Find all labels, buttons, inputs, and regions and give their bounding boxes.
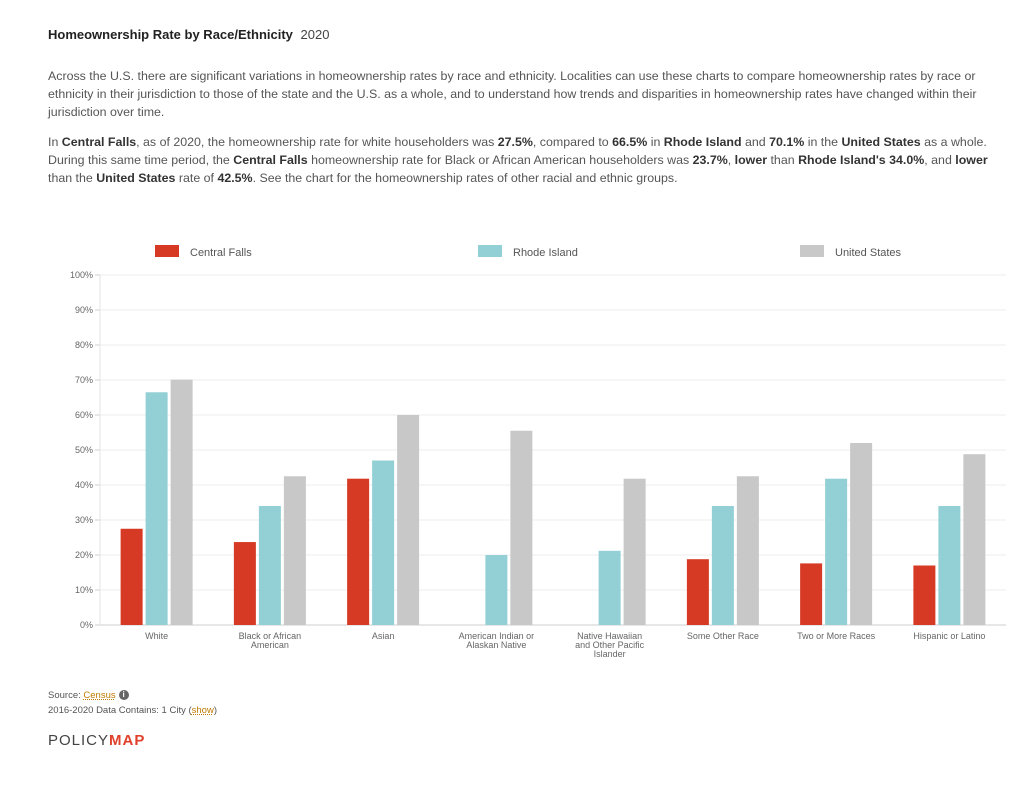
bar bbox=[736, 476, 759, 625]
bar bbox=[170, 379, 193, 625]
x-category-label: Asian bbox=[372, 631, 395, 641]
x-category-label: and Other Pacific bbox=[575, 640, 645, 650]
chart-title-row: Homeownership Rate by Race/Ethnicity 202… bbox=[48, 27, 329, 42]
bar bbox=[258, 506, 281, 625]
bar bbox=[145, 392, 168, 625]
x-category-label: Two or More Races bbox=[797, 631, 876, 641]
legend-label: United States bbox=[835, 247, 902, 259]
y-tick-label: 100% bbox=[70, 270, 93, 280]
y-tick-label: 0% bbox=[80, 620, 93, 630]
legend-label: Central Falls bbox=[190, 247, 252, 259]
bar bbox=[686, 559, 709, 625]
source-line: Source: Census i bbox=[48, 690, 129, 701]
x-category-label: Alaskan Native bbox=[466, 640, 526, 650]
bar bbox=[510, 430, 533, 625]
bar bbox=[913, 565, 936, 625]
bar bbox=[347, 478, 370, 625]
legend-swatch bbox=[800, 245, 824, 257]
y-tick-label: 20% bbox=[75, 550, 93, 560]
y-tick-label: 70% bbox=[75, 375, 93, 385]
census-source-link[interactable]: Census bbox=[83, 690, 116, 701]
x-category-label: American bbox=[251, 640, 289, 650]
x-category-label: Islander bbox=[594, 649, 626, 659]
bar bbox=[372, 460, 395, 625]
legend-swatch bbox=[155, 245, 179, 257]
x-category-label: American Indian or bbox=[459, 631, 535, 641]
summary-paragraph: In Central Falls, as of 2020, the homeow… bbox=[48, 135, 988, 185]
y-tick-label: 60% bbox=[75, 410, 93, 420]
show-link[interactable]: show bbox=[191, 705, 214, 716]
bar bbox=[120, 528, 143, 625]
page-title: Homeownership Rate by Race/Ethnicity bbox=[48, 27, 293, 42]
y-tick-label: 40% bbox=[75, 480, 93, 490]
y-tick-label: 10% bbox=[75, 585, 93, 595]
bar bbox=[485, 555, 508, 625]
x-category-label: Native Hawaiian bbox=[577, 631, 642, 641]
bar bbox=[397, 415, 420, 625]
bar bbox=[233, 542, 256, 625]
bar bbox=[283, 476, 306, 625]
x-category-label: White bbox=[145, 631, 168, 641]
bar bbox=[623, 478, 646, 625]
data-contains-line: 2016-2020 Data Contains: 1 City (show) bbox=[48, 705, 217, 716]
info-icon[interactable]: i bbox=[118, 690, 129, 700]
x-category-label: Hispanic or Latino bbox=[913, 631, 985, 641]
bar bbox=[800, 563, 823, 625]
y-tick-label: 80% bbox=[75, 340, 93, 350]
bar bbox=[598, 550, 621, 625]
bar bbox=[711, 506, 734, 625]
policymap-logo[interactable]: POLICYMAP bbox=[48, 732, 146, 749]
homeownership-bar-chart: 0% 10% 20% 30% 40% 50% 60% 70% 80% 90% 100% White Bl… bbox=[70, 245, 1006, 659]
x-category-label: Some Other Race bbox=[687, 631, 759, 641]
y-tick-label: 90% bbox=[75, 305, 93, 315]
x-category-label: Black or African bbox=[239, 631, 302, 641]
title-year: 2020 bbox=[300, 27, 330, 42]
y-tick-label: 50% bbox=[75, 445, 93, 455]
intro-paragraph: Across the U.S. there are significant va… bbox=[48, 69, 977, 119]
bar bbox=[963, 454, 986, 625]
bar bbox=[938, 506, 961, 625]
legend-label: Rhode Island bbox=[513, 247, 578, 259]
bar bbox=[825, 478, 848, 625]
legend-swatch bbox=[478, 245, 502, 257]
bar bbox=[850, 443, 873, 625]
y-tick-label: 30% bbox=[75, 515, 93, 525]
